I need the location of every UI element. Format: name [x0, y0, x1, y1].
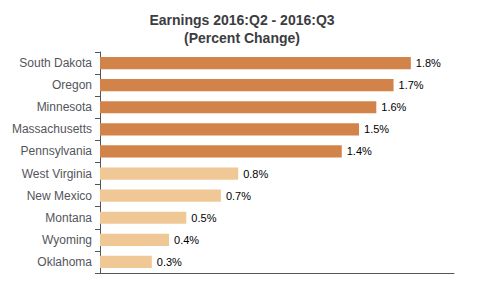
svg-text:Montana: Montana: [45, 211, 92, 225]
svg-text:1.6%: 1.6%: [381, 101, 406, 113]
svg-text:(Percent Change): (Percent Change): [184, 30, 300, 46]
svg-text:Oregon: Oregon: [52, 78, 92, 92]
svg-text:Pennsylvania: Pennsylvania: [21, 144, 93, 158]
svg-text:0.8%: 0.8%: [243, 168, 268, 180]
svg-text:0.4%: 0.4%: [174, 234, 199, 246]
svg-text:0.5%: 0.5%: [191, 212, 216, 224]
svg-text:West Virginia: West Virginia: [22, 167, 93, 181]
svg-text:Earnings 2016:Q2 - 2016:Q3: Earnings 2016:Q2 - 2016:Q3: [149, 12, 334, 28]
svg-text:Massachusetts: Massachusetts: [12, 122, 92, 136]
svg-text:Wyoming: Wyoming: [42, 233, 92, 247]
svg-text:1.4%: 1.4%: [347, 145, 372, 157]
svg-text:1.7%: 1.7%: [399, 79, 424, 91]
svg-text:Minnesota: Minnesota: [37, 100, 93, 114]
svg-text:1.5%: 1.5%: [364, 123, 389, 135]
svg-text:1.8%: 1.8%: [416, 57, 441, 69]
svg-text:South Dakota: South Dakota: [19, 56, 92, 70]
svg-text:New Mexico: New Mexico: [27, 189, 93, 203]
svg-text:0.3%: 0.3%: [157, 256, 182, 268]
svg-text:Oklahoma: Oklahoma: [37, 255, 92, 269]
svg-text:0.7%: 0.7%: [226, 190, 251, 202]
